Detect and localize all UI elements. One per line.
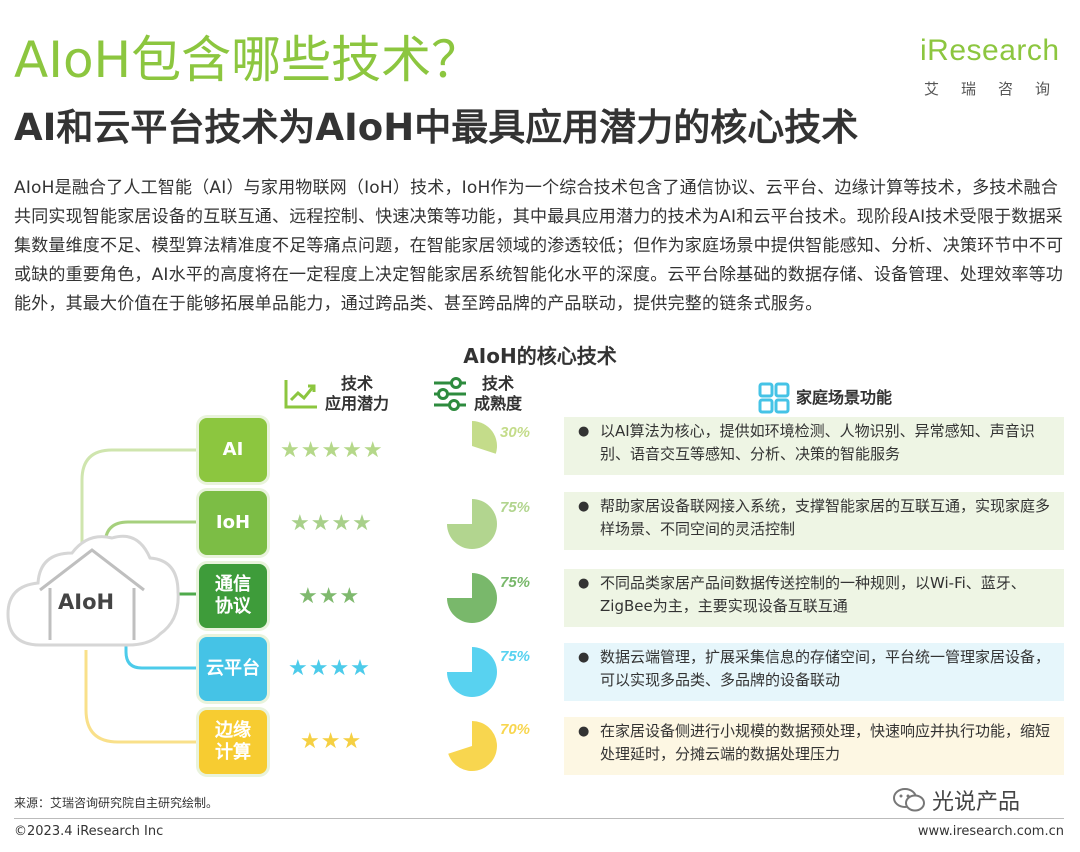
maturity-pie-protocol	[447, 573, 497, 623]
function-desc-ai: ● 以AI算法为核心，提供如环境检测、人物识别、异常感知、声音识别、语音交互等感…	[564, 417, 1064, 475]
bullet-icon: ●	[578, 650, 590, 665]
trend-chart-icon	[284, 380, 317, 409]
function-desc-cloud-text: 数据云端管理，扩展采集信息的存储空间，平台统一管理家居设备，可以实现多品类、多品…	[600, 648, 1051, 689]
connector-lines	[6, 448, 199, 744]
maturity-label-ai: 30%	[500, 424, 531, 441]
iresearch-logo: iResearch 艾瑞咨询	[920, 34, 1060, 100]
function-desc-ioh-text: 帮助家居设备联网接入系统，支撑智能家居的互联互通，实现家庭多样场景、不同空间的灵…	[600, 497, 1051, 538]
maturity-slice	[447, 499, 497, 549]
bullet-icon: ●	[578, 724, 590, 739]
maturity-slice	[448, 721, 497, 771]
sliders-icon	[434, 377, 466, 411]
logo-wordmark: iResearch	[920, 34, 1060, 67]
maturity-pie-ioh	[447, 499, 497, 549]
function-desc-edge: ● 在家居设备侧进行小规模的数据预处理，快速响应并执行功能，缩短处理延时，分摊云…	[564, 717, 1064, 775]
wechat-watermark: 光说产品	[892, 784, 1020, 816]
function-desc-ioh: ● 帮助家居设备联网接入系统，支撑智能家居的互联互通，实现家庭多样场景、不同空间…	[564, 492, 1064, 550]
function-desc-ai-text: 以AI算法为核心，提供如环境检测、人物识别、异常感知、声音识别、语音交互等感知、…	[600, 422, 1035, 463]
grid-apps-icon	[758, 382, 790, 414]
tech-box-ioh: IoH	[199, 491, 267, 555]
bullet-icon: ●	[578, 499, 590, 514]
maturity-slice	[472, 421, 498, 454]
center-label: AIoH	[58, 590, 115, 614]
tech-box-protocol: 通信协议	[199, 564, 267, 628]
maturity-label-cloud: 75%	[500, 648, 531, 665]
cloud-icon	[6, 534, 180, 647]
maturity-slice	[447, 573, 497, 623]
tech-box-edge-label: 边缘计算	[215, 720, 251, 763]
header-potential: 技术 应用潜力	[283, 374, 389, 414]
stars-rating-edge: ★★★	[300, 729, 363, 754]
logo-chinese: 艾瑞咨询	[924, 80, 1073, 98]
stars-rating-ioh: ★★★★	[290, 511, 373, 536]
maturity-slice	[447, 647, 497, 697]
watermark-text: 光说产品	[932, 790, 1021, 815]
footer-divider	[14, 818, 1064, 819]
header-maturity: 技术 成熟度	[432, 374, 522, 414]
diagram-title: AIoH的核心技术	[463, 344, 617, 368]
header-maturity-line1: 技术	[482, 374, 515, 393]
copyright: ©2023.4 iResearch Inc	[14, 824, 164, 839]
maturity-label-edge: 70%	[500, 721, 531, 738]
tech-box-cloud: 云平台	[199, 637, 267, 701]
function-desc-edge-text: 在家居设备侧进行小规模的数据预处理，快速响应并执行功能，缩短处理延时，分摊云端的…	[600, 722, 1051, 763]
tech-box-protocol-label: 通信协议	[215, 574, 251, 617]
maturity-label-ioh: 75%	[500, 499, 531, 516]
header-potential-line2: 应用潜力	[325, 394, 390, 413]
tech-box-ai: AI	[199, 418, 267, 482]
function-desc-protocol-text: 不同品类家居产品间数据传送控制的一种规则，以Wi-Fi、蓝牙、ZigBee为主，…	[600, 574, 1026, 615]
maturity-pie-cloud	[447, 647, 497, 697]
bullet-icon: ●	[578, 424, 590, 439]
intro-paragraph: AIoH是融合了人工智能（AI）与家用物联网（IoH）技术，IoH作为一个综合技…	[14, 178, 1064, 314]
tech-box-edge: 边缘计算	[199, 710, 267, 774]
header-function: 家庭场景功能	[758, 382, 892, 414]
maturity-label-protocol: 75%	[500, 574, 531, 591]
function-desc-cloud: ● 数据云端管理，扩展采集信息的存储空间，平台统一管理家居设备，可以实现多品类、…	[564, 643, 1064, 701]
stars-rating-ai: ★★★★★	[280, 438, 384, 463]
header-maturity-line2: 成熟度	[474, 394, 523, 413]
header-potential-line1: 技术	[341, 374, 374, 393]
bullet-icon: ●	[578, 576, 590, 591]
source-note: 来源：艾瑞咨询研究院自主研究绘制。	[14, 796, 219, 810]
stars-rating-protocol: ★★★	[298, 584, 361, 609]
page-subtitle: AI和云平台技术为AIoH中最具应用潜力的核心技术	[14, 106, 859, 149]
maturity-pie-edge	[448, 721, 497, 771]
function-desc-protocol: ● 不同品类家居产品间数据传送控制的一种规则，以Wi-Fi、蓝牙、ZigBee为…	[564, 569, 1064, 627]
page-title: AIoH包含哪些技术？	[14, 31, 482, 89]
header-function-label: 家庭场景功能	[796, 388, 893, 407]
stars-rating-cloud: ★★★★	[288, 656, 371, 681]
wechat-icon	[893, 788, 925, 812]
website-link[interactable]: www.iresearch.com.cn	[917, 824, 1064, 839]
maturity-pie-ai	[472, 421, 498, 454]
